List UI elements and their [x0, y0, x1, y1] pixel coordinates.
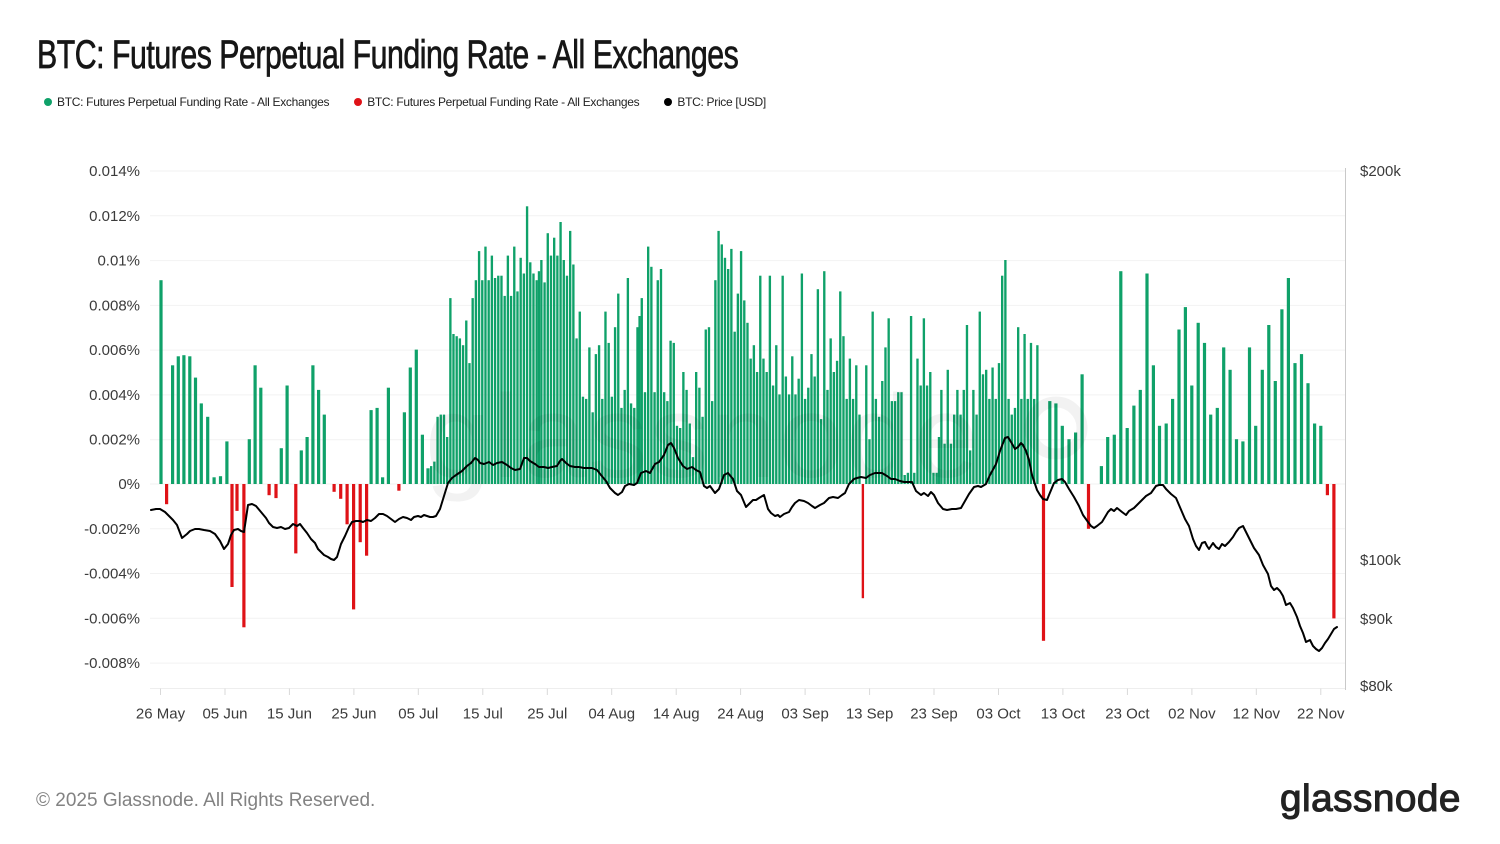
svg-text:05 Jun: 05 Jun [202, 706, 247, 723]
svg-text:0.004%: 0.004% [89, 387, 140, 404]
svg-text:0.01%: 0.01% [97, 253, 140, 270]
svg-text:$100k: $100k [1360, 552, 1401, 569]
svg-text:$80k: $80k [1360, 678, 1393, 695]
svg-text:15 Jun: 15 Jun [267, 706, 312, 723]
svg-text:14 Aug: 14 Aug [653, 706, 700, 723]
svg-text:25 Jul: 25 Jul [527, 706, 567, 723]
svg-text:12 Nov: 12 Nov [1233, 706, 1281, 723]
svg-text:0.014%: 0.014% [89, 163, 140, 180]
svg-text:05 Jul: 05 Jul [398, 706, 438, 723]
svg-text:26 May: 26 May [136, 706, 186, 723]
svg-text:13 Oct: 13 Oct [1041, 706, 1086, 723]
svg-text:13 Sep: 13 Sep [846, 706, 894, 723]
svg-text:03 Oct: 03 Oct [976, 706, 1021, 723]
svg-text:0.008%: 0.008% [89, 297, 140, 314]
svg-text:-0.006%: -0.006% [84, 610, 140, 627]
svg-text:$200k: $200k [1360, 163, 1401, 180]
svg-text:23 Sep: 23 Sep [910, 706, 958, 723]
svg-text:15 Jul: 15 Jul [463, 706, 503, 723]
svg-text:-0.008%: -0.008% [84, 655, 140, 672]
svg-text:$90k: $90k [1360, 611, 1393, 628]
svg-text:25 Jun: 25 Jun [331, 706, 376, 723]
svg-text:-0.002%: -0.002% [84, 521, 140, 538]
svg-text:0%: 0% [118, 476, 140, 493]
svg-text:0.006%: 0.006% [89, 342, 140, 359]
svg-text:24 Aug: 24 Aug [717, 706, 764, 723]
svg-text:23 Oct: 23 Oct [1105, 706, 1150, 723]
svg-text:-0.004%: -0.004% [84, 566, 140, 583]
svg-text:04 Aug: 04 Aug [588, 706, 635, 723]
svg-text:02 Nov: 02 Nov [1168, 706, 1216, 723]
svg-text:03 Sep: 03 Sep [781, 706, 829, 723]
svg-text:0.012%: 0.012% [89, 208, 140, 225]
svg-text:22 Nov: 22 Nov [1297, 706, 1345, 723]
svg-text:0.002%: 0.002% [89, 432, 140, 449]
